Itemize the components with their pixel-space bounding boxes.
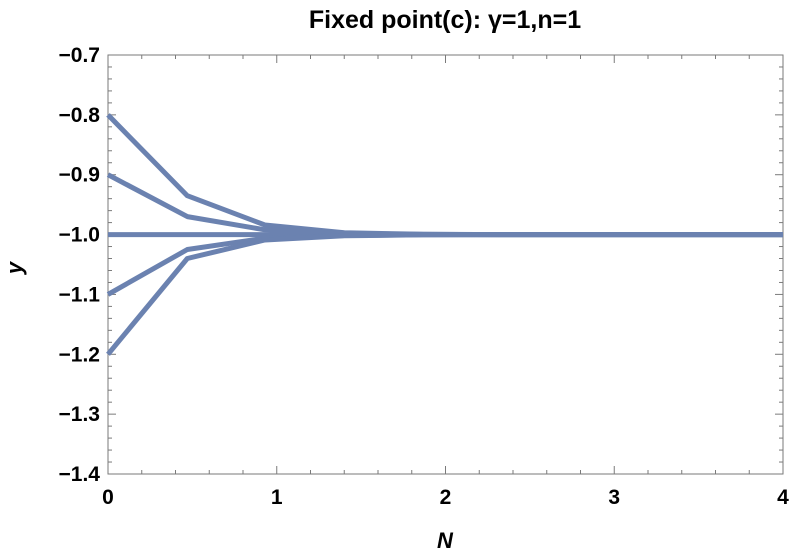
x-tick-label: 0: [102, 486, 114, 509]
y-tick-label: −1.4: [59, 463, 101, 486]
chart-title: Fixed point(c): γ=1,n=1: [309, 6, 581, 34]
x-tick-label: 4: [777, 486, 789, 509]
y-axis-title: y: [2, 260, 27, 275]
y-tick-label: −1.2: [59, 343, 100, 366]
series-line-5: [106, 232, 783, 356]
series-layer: [106, 113, 783, 356]
y-tick-label: −1.3: [59, 403, 100, 426]
plot-frame: [107, 54, 784, 475]
y-tick-label: −1.1: [59, 283, 101, 306]
tick-labels-layer: 0 1 2 3 4 −0.7 −0.8 −0.9 −1.0 −1.1 −1.2 −1.3 −1.4: [59, 44, 790, 509]
x-tick-label: 1: [271, 486, 283, 509]
y-tick-label: −0.7: [59, 44, 100, 67]
y-tick-label: −0.9: [59, 164, 100, 187]
ticks-layer: [107, 54, 784, 475]
x-tick-label: 3: [608, 486, 620, 509]
series-line-1: [106, 113, 783, 238]
series-line-4: [106, 232, 783, 297]
x-tick-label: 2: [440, 486, 452, 509]
y-tick-label: −0.8: [59, 104, 101, 127]
y-tick-label: −1.0: [59, 224, 100, 247]
x-axis-title: N: [437, 528, 454, 553]
